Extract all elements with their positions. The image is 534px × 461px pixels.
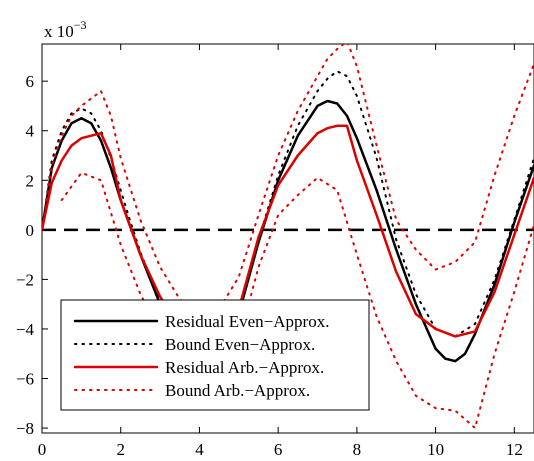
legend-label: Residual Even−Approx. <box>165 312 329 331</box>
y-multiplier-exponent: −3 <box>74 18 87 32</box>
y-tick-label: 2 <box>26 171 35 190</box>
x-tick-label: 6 <box>274 440 283 459</box>
x-tick-label: 12 <box>506 440 523 459</box>
y-tick-label: 0 <box>26 221 35 240</box>
x-tick-label: 4 <box>195 440 204 459</box>
y-tick-label: −4 <box>16 320 35 339</box>
y-tick-label: 6 <box>26 72 35 91</box>
legend: Residual Even−Approx. Bound Even−Approx. R… <box>60 299 370 411</box>
x-tick-label: 10 <box>427 440 444 459</box>
x-tick-label: 2 <box>116 440 125 459</box>
legend-label: Bound Even−Approx. <box>165 335 315 354</box>
x-tick-label: 8 <box>353 440 362 459</box>
y-tick-label: −8 <box>16 419 34 438</box>
legend-label: Residual Arb.−Approx. <box>165 358 324 377</box>
y-tick-label: 4 <box>26 122 35 141</box>
series-line-5 <box>60 171 534 429</box>
y-multiplier-label: x 10−3 <box>44 18 87 41</box>
series-line-2 <box>42 70 534 363</box>
legend-box <box>60 299 370 411</box>
y-tick-label: −2 <box>16 270 34 289</box>
series-line-3 <box>42 124 534 346</box>
x-tick-label: 0 <box>38 440 47 459</box>
y-tick-label: −6 <box>16 369 34 388</box>
legend-label: Bound Arb.−Approx. <box>165 381 310 400</box>
